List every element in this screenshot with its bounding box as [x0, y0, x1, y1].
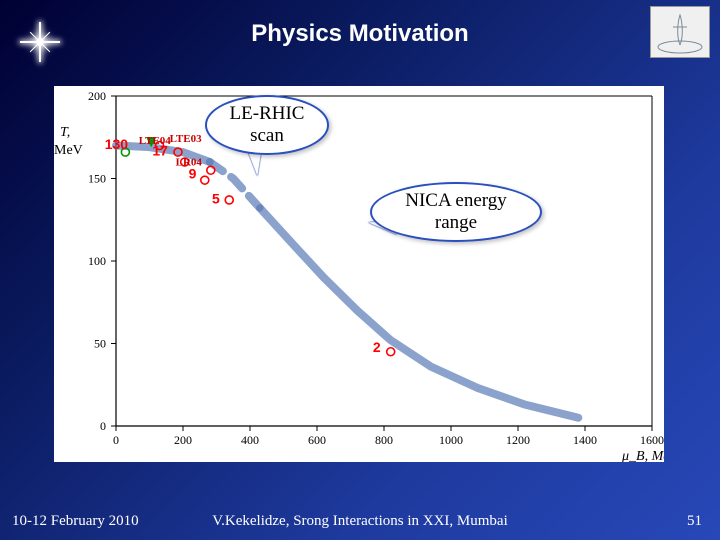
svg-text:130: 130 [105, 136, 129, 152]
svg-text:600: 600 [308, 433, 326, 447]
callout-le-rhic: LE-RHIC scan [205, 95, 329, 155]
svg-text:LR04: LR04 [176, 156, 203, 168]
svg-text:200: 200 [174, 433, 192, 447]
slide-title: Physics Motivation [0, 20, 720, 48]
svg-text:LTE03: LTE03 [170, 133, 203, 145]
svg-text:1400: 1400 [573, 433, 597, 447]
footer-author: V.Kekelidze, Srong Interactions in XXI, … [0, 513, 720, 530]
callout-nica-label: NICA energy range [405, 190, 507, 233]
corner-logo [650, 6, 710, 58]
chart-panel: 0 200 400 600 800 1000 1200 1400 1600 0 50 100 150 20… [54, 86, 664, 462]
svg-text:50: 50 [94, 337, 106, 351]
svg-text:0: 0 [113, 433, 119, 447]
svg-text:μ_B, MeV: μ_B, MeV [621, 449, 664, 462]
svg-text:1000: 1000 [439, 433, 463, 447]
svg-text:1600: 1600 [640, 433, 664, 447]
footer-page-number: 51 [687, 513, 702, 530]
svg-text:800: 800 [375, 433, 393, 447]
phase-diagram-chart: 0 200 400 600 800 1000 1200 1400 1600 0 50 100 150 20… [54, 86, 664, 462]
svg-text:LTE04: LTE04 [139, 135, 172, 147]
svg-text:100: 100 [88, 254, 106, 268]
svg-text:2: 2 [373, 339, 381, 355]
svg-text:0: 0 [100, 419, 106, 433]
callout-le-rhic-label: LE-RHIC scan [230, 103, 305, 146]
svg-text:T,: T, [60, 125, 70, 140]
svg-text:MeV: MeV [54, 143, 83, 158]
svg-text:400: 400 [241, 433, 259, 447]
slide-root: Physics Motivation 020040060080010001200… [0, 0, 720, 540]
logo-glyph-icon [651, 7, 709, 57]
svg-text:150: 150 [88, 172, 106, 186]
svg-text:200: 200 [88, 89, 106, 103]
callout-nica: NICA energy range [370, 182, 542, 242]
svg-text:1200: 1200 [506, 433, 530, 447]
svg-text:5: 5 [212, 190, 220, 206]
